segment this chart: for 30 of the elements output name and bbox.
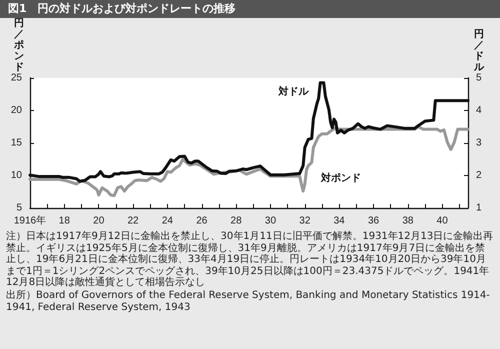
x-tick-label: 32 xyxy=(299,216,311,226)
y2-axis-title: 円／ドル xyxy=(473,29,485,73)
y-axis-title: 円／ポンド xyxy=(13,18,24,73)
y2-tick-label: 5 xyxy=(476,72,482,84)
x-tick-label: 18 xyxy=(58,216,70,226)
y-tick-label: 5 xyxy=(16,202,22,214)
y-tick-label: 10 xyxy=(10,170,22,181)
y2-tick-label: 3 xyxy=(476,137,482,148)
x-tick-label: 1916年 xyxy=(14,214,46,226)
y2-tick-label: 2 xyxy=(476,170,482,181)
y-tick-label: 20 xyxy=(10,104,22,116)
x-tick-label: 20 xyxy=(93,216,105,226)
y-tick-label: 25 xyxy=(10,72,22,84)
y2-tick-label: 1 xyxy=(476,202,482,214)
y-tick-label: 15 xyxy=(10,137,22,148)
x-tick-label: 36 xyxy=(368,216,380,226)
x-tick-label: 26 xyxy=(196,216,208,226)
x-tick-label: 30 xyxy=(264,216,276,226)
chart-title: 図1 円の対ドルおよび対ポンドレートの推移 xyxy=(0,0,500,18)
series-label: 対ドル xyxy=(277,85,310,98)
x-tick-label: 38 xyxy=(402,216,414,226)
text: 注）日本は1917年9月12日に金輸出を禁止し、30年1月11日に旧平価で解禁。1931年12月13日に金輸出再禁止。イギリスは1925年5月に金本位制に復帰し、31年9月離脱。アメリカは1917年9月7日に金輸出を禁止し、19年6月21日に金本位制に復帰、33年4月19日に停止。円レートは1934年10月20日から39年10月まで1円＝1シリング2ペンスでペッグされ、39年10月25日以降は100円＝23.4375ドルでペッグ。1941年12月8日以降は敵性通貨として相場告示なし xyxy=(6,231,494,289)
x-tick-label: 28 xyxy=(230,216,242,226)
x-tick-label: 22 xyxy=(127,216,140,226)
y2-tick-label: 4 xyxy=(476,104,482,116)
x-tick-label: 24 xyxy=(162,216,174,226)
series-label: 対ポンド xyxy=(320,172,362,184)
text: 出所）Board of Governors of the Federal Reserve System, Banking and Monetary Statistics 1914-1941, Federal Reserve System, 1943 xyxy=(6,290,491,314)
x-tick-label: 34 xyxy=(334,216,346,226)
x-tick-label: 40 xyxy=(436,216,448,226)
